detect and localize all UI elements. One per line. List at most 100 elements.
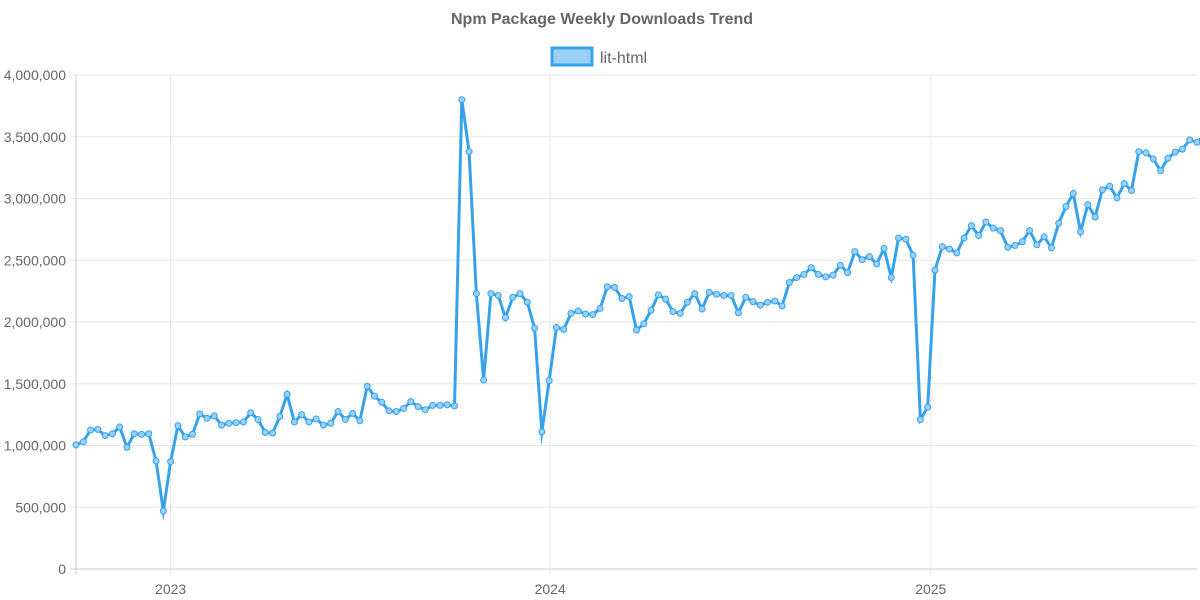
legend-label-lit-html[interactable]: lit-html xyxy=(600,50,647,67)
data-point[interactable] xyxy=(589,311,597,319)
data-point[interactable] xyxy=(727,291,735,299)
data-point[interactable] xyxy=(108,430,116,438)
data-point[interactable] xyxy=(1047,244,1055,252)
data-point[interactable] xyxy=(1127,186,1135,194)
data-point[interactable] xyxy=(946,245,954,253)
data-point[interactable] xyxy=(982,218,990,226)
data-point[interactable] xyxy=(1135,148,1143,156)
data-point[interactable] xyxy=(356,417,364,425)
data-point[interactable] xyxy=(1164,154,1172,162)
data-point[interactable] xyxy=(691,290,699,298)
data-point[interactable] xyxy=(611,283,619,291)
data-point[interactable] xyxy=(749,298,757,306)
data-point[interactable] xyxy=(494,291,502,299)
data-point[interactable] xyxy=(429,401,437,409)
data-point[interactable] xyxy=(560,325,568,333)
data-point[interactable] xyxy=(1106,182,1114,190)
data-point[interactable] xyxy=(582,310,590,318)
data-point[interactable] xyxy=(814,270,822,278)
data-point[interactable] xyxy=(851,248,859,256)
data-point[interactable] xyxy=(895,234,903,242)
data-point[interactable] xyxy=(625,293,633,301)
data-point[interactable] xyxy=(858,256,866,264)
data-point[interactable] xyxy=(319,421,327,429)
data-point[interactable] xyxy=(596,304,604,312)
data-point[interactable] xyxy=(458,96,466,104)
data-point[interactable] xyxy=(793,274,801,282)
data-point[interactable] xyxy=(924,403,932,411)
data-point[interactable] xyxy=(1040,233,1048,241)
data-point[interactable] xyxy=(123,443,131,451)
data-point[interactable] xyxy=(742,293,750,301)
data-point[interactable] xyxy=(174,422,182,430)
data-point[interactable] xyxy=(269,429,277,437)
data-point[interactable] xyxy=(334,408,342,416)
data-point[interactable] xyxy=(756,301,764,309)
data-point[interactable] xyxy=(305,418,313,426)
data-point[interactable] xyxy=(698,305,706,313)
data-point[interactable] xyxy=(1084,201,1092,209)
data-point[interactable] xyxy=(138,430,146,438)
data-point[interactable] xyxy=(254,416,262,424)
data-point[interactable] xyxy=(261,429,269,437)
data-point[interactable] xyxy=(1193,138,1200,146)
data-point[interactable] xyxy=(181,433,189,441)
data-point[interactable] xyxy=(225,419,233,427)
data-point[interactable] xyxy=(465,148,473,156)
data-point[interactable] xyxy=(778,302,786,310)
data-point[interactable] xyxy=(392,408,400,416)
data-point[interactable] xyxy=(705,288,713,296)
data-point[interactable] xyxy=(1091,213,1099,221)
data-point[interactable] xyxy=(764,298,772,306)
data-point[interactable] xyxy=(865,253,873,261)
data-point[interactable] xyxy=(1142,149,1150,157)
data-point[interactable] xyxy=(734,309,742,317)
data-point[interactable] xyxy=(931,266,939,274)
data-point[interactable] xyxy=(967,222,975,230)
data-point[interactable] xyxy=(145,430,153,438)
data-point[interactable] xyxy=(87,426,95,434)
data-point[interactable] xyxy=(873,260,881,268)
data-point[interactable] xyxy=(218,421,226,429)
data-point[interactable] xyxy=(480,376,488,384)
data-point[interactable] xyxy=(363,382,371,390)
data-point[interactable] xyxy=(633,326,640,334)
data-point[interactable] xyxy=(523,298,531,306)
legend[interactable]: lit-html xyxy=(550,46,647,67)
data-point[interactable] xyxy=(436,401,444,409)
data-point[interactable] xyxy=(720,291,728,299)
data-point[interactable] xyxy=(603,283,611,291)
data-point[interactable] xyxy=(152,457,160,465)
data-point[interactable] xyxy=(247,409,255,417)
data-point[interactable] xyxy=(989,224,997,232)
data-point[interactable] xyxy=(276,412,284,420)
data-point[interactable] xyxy=(574,307,582,315)
data-point[interactable] xyxy=(1033,241,1041,249)
data-point[interactable] xyxy=(960,234,968,242)
data-point[interactable] xyxy=(938,243,946,251)
data-point[interactable] xyxy=(1026,227,1034,235)
data-point[interactable] xyxy=(130,430,138,438)
data-point[interactable] xyxy=(451,402,459,410)
data-point[interactable] xyxy=(1149,155,1157,163)
data-point[interactable] xyxy=(509,293,517,301)
data-point[interactable] xyxy=(669,308,677,315)
data-point[interactable] xyxy=(662,295,670,303)
data-point[interactable] xyxy=(647,306,655,314)
data-point[interactable] xyxy=(1120,180,1128,188)
data-point[interactable] xyxy=(188,430,196,438)
data-point[interactable] xyxy=(472,290,480,298)
data-point[interactable] xyxy=(1113,194,1121,202)
data-point[interactable] xyxy=(327,419,335,427)
data-point[interactable] xyxy=(800,270,808,278)
data-point[interactable] xyxy=(283,390,291,398)
data-point[interactable] xyxy=(552,324,560,332)
data-point[interactable] xyxy=(1062,203,1070,211)
data-point[interactable] xyxy=(400,404,408,412)
data-point[interactable] xyxy=(79,438,87,446)
data-point[interactable] xyxy=(210,412,218,420)
data-point[interactable] xyxy=(640,320,648,328)
data-point[interactable] xyxy=(1011,241,1019,249)
data-point[interactable] xyxy=(443,401,451,409)
data-point[interactable] xyxy=(996,227,1004,235)
